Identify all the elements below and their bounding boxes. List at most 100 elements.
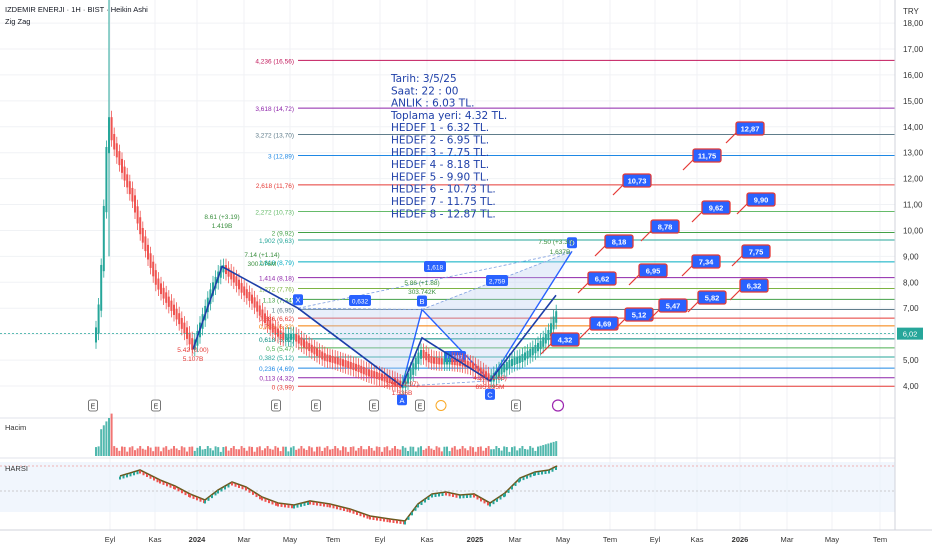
target-pointer: [687, 301, 699, 313]
volume-bar: [498, 448, 500, 456]
event-marker-0: E: [91, 404, 96, 411]
price-tick-3: 15,00: [903, 97, 924, 106]
harsi-candle: [352, 510, 355, 514]
volume-bar: [212, 450, 214, 456]
volume-bar: [144, 449, 147, 456]
info-line-3: Toplama yeri: 4.32 TL.: [390, 110, 507, 122]
volume-bar: [100, 429, 103, 456]
candle: [139, 217, 142, 235]
volume-bar: [290, 447, 292, 456]
volume-bar: [162, 447, 165, 456]
candle: [503, 364, 506, 373]
target-box: [604, 234, 634, 249]
volume-bar: [201, 449, 204, 456]
volume-bar: [287, 451, 290, 456]
volume-bar: [534, 450, 537, 456]
event-marker-2: E: [274, 404, 279, 411]
volume-bar: [183, 447, 186, 456]
volume-bar: [139, 446, 142, 456]
target-label-6: 6,62: [595, 275, 610, 284]
event-box: [151, 399, 161, 412]
volume-bar: [222, 447, 225, 456]
volume-bar: [118, 450, 121, 456]
dividend-icon: [435, 400, 447, 411]
candle: [518, 355, 521, 363]
target-pointer: [725, 132, 737, 144]
volume-bar: [157, 446, 160, 456]
harsi-candle: [264, 498, 267, 502]
harsi-candle: [146, 474, 148, 477]
axis-bg: [895, 0, 932, 550]
candle: [271, 323, 274, 333]
target-label-8: 7,34: [699, 258, 714, 267]
candle: [404, 377, 407, 388]
annotation-4: 3.99 (-2.97): [385, 381, 419, 388]
volume-bar: [487, 446, 490, 456]
harsi-candle: [136, 471, 139, 475]
candle: [256, 301, 259, 312]
harsi-candle: [129, 473, 132, 477]
candle: [487, 373, 490, 382]
volume-bar: [360, 446, 363, 456]
candle: [529, 349, 532, 357]
candle: [209, 289, 212, 304]
candle: [511, 358, 513, 367]
candle: [279, 330, 282, 339]
volume-bar: [186, 451, 188, 456]
volume-bar: [521, 446, 524, 456]
time-label-14: 2026: [732, 535, 749, 544]
volume-bar: [126, 451, 129, 456]
target-box: [741, 244, 771, 259]
volume-bar: [108, 418, 110, 456]
volume-bar: [313, 451, 316, 456]
candle: [170, 300, 173, 311]
harsi-candle: [287, 504, 290, 508]
fib-label-11: 1,13 (7,34): [263, 297, 294, 304]
volume-bar: [513, 446, 516, 456]
candle: [391, 376, 394, 385]
volume-bar: [446, 446, 448, 456]
time-label-8: 2025: [467, 535, 484, 544]
target-pointer: [648, 309, 660, 321]
volume-bar: [443, 446, 446, 456]
event-box: [88, 399, 98, 412]
candle: [287, 333, 290, 340]
volume-bar: [537, 446, 539, 456]
harsi-candle: [252, 491, 254, 495]
volume-label: Hacim: [5, 423, 26, 432]
volume-bar: [404, 447, 407, 456]
target-pointer: [614, 318, 626, 330]
target-label-3: 5,47: [666, 302, 681, 311]
volume-bar: [214, 446, 217, 456]
candle: [443, 358, 446, 365]
candle: [425, 351, 428, 361]
annotation-7: 303.742K: [408, 289, 436, 296]
candle: [336, 357, 339, 365]
ratio-box: [486, 275, 508, 286]
fib-label-6: 2 (9,92): [272, 231, 294, 238]
harsi-candle: [392, 519, 395, 523]
event-marker-3: E: [314, 404, 319, 411]
candle: [370, 370, 373, 378]
harsi-candle: [192, 495, 195, 499]
candle: [258, 305, 261, 316]
candle: [227, 267, 230, 277]
time-label-7: Kas: [421, 535, 434, 544]
volume-bar: [526, 449, 529, 456]
volume-bar: [490, 449, 493, 456]
volume-bar: [251, 446, 253, 456]
harsi-candle: [184, 492, 187, 496]
candle: [368, 369, 370, 377]
candle: [438, 357, 441, 365]
harsi-candle: [336, 506, 338, 510]
harsi-candle: [544, 471, 547, 474]
fib-label-20: 0 (3,99): [272, 384, 294, 391]
volume-bar: [147, 446, 149, 456]
time-label-15: Mar: [781, 535, 794, 544]
indicator-label: Zig Zag: [5, 17, 30, 26]
harsi-candle: [174, 486, 176, 490]
volume-bar: [414, 451, 417, 456]
harsi-candle: [126, 474, 128, 478]
volume-bar: [297, 448, 300, 456]
